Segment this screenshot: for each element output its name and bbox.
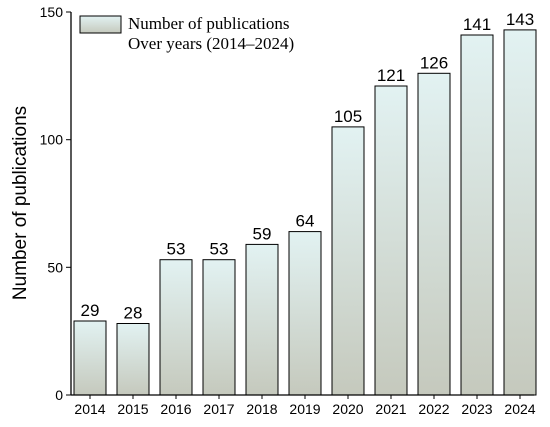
x-tick-label-2014: 2014 <box>74 401 105 417</box>
bars-layer <box>73 29 537 396</box>
y-axis-title: Number of publications <box>10 106 31 300</box>
x-tick-label-2024: 2024 <box>504 401 535 417</box>
bar-value-label-2018: 59 <box>253 224 272 243</box>
bar-2019 <box>288 231 322 396</box>
x-tick-label-2017: 2017 <box>203 401 234 417</box>
bar-value-label-2016: 53 <box>167 240 186 259</box>
bar-value-label-2023: 141 <box>463 15 491 34</box>
bar-value-label-2024: 143 <box>506 10 534 29</box>
bar-value-label-2022: 126 <box>420 53 448 72</box>
x-tick-label-2019: 2019 <box>289 401 320 417</box>
bar-2016 <box>159 259 193 396</box>
x-tick-label-2023: 2023 <box>461 401 492 417</box>
x-tick-label-2016: 2016 <box>160 401 191 417</box>
legend-swatch <box>79 15 122 34</box>
bar-2017 <box>202 259 236 396</box>
y-tick-label-0: 0 <box>55 387 63 403</box>
bar-2021 <box>374 85 408 396</box>
bar-value-label-2019: 64 <box>296 212 315 231</box>
bar-labels-layer: 29 28 53 53 59 64 105 121 126 141 143 <box>81 10 535 323</box>
x-tick-label-2022: 2022 <box>418 401 449 417</box>
bar-2023 <box>460 34 494 396</box>
bar-2014 <box>73 320 107 396</box>
y-tick-label-150: 150 <box>40 4 64 20</box>
bar-value-label-2021: 121 <box>377 66 405 85</box>
y-ticks-layer: 0 50 100 150 <box>40 4 71 403</box>
legend-entry-2: Over years (2014–2024) <box>128 34 294 53</box>
bar-2015 <box>116 323 150 396</box>
x-tick-label-2015: 2015 <box>117 401 148 417</box>
x-tick-label-2018: 2018 <box>246 401 277 417</box>
legend-entry-1: Number of publications <box>128 14 289 33</box>
y-tick-label-50: 50 <box>47 259 63 275</box>
bar-value-label-2015: 28 <box>124 304 143 323</box>
bar-2024 <box>503 29 537 396</box>
bar-value-label-2020: 105 <box>334 107 362 126</box>
y-tick-label-100: 100 <box>40 132 64 148</box>
bar-value-label-2014: 29 <box>81 301 100 320</box>
legend: Number of publications Over years (2014–… <box>79 14 294 53</box>
x-tick-label-2021: 2021 <box>375 401 406 417</box>
bar-value-label-2017: 53 <box>210 240 229 259</box>
x-ticks-layer: 2014 2015 2016 2017 2018 2019 2020 2021 2022 2023… <box>74 395 536 417</box>
bar-2020 <box>331 126 365 396</box>
x-tick-label-2020: 2020 <box>332 401 363 417</box>
bar-2018 <box>245 243 279 396</box>
bar-2022 <box>417 72 451 396</box>
